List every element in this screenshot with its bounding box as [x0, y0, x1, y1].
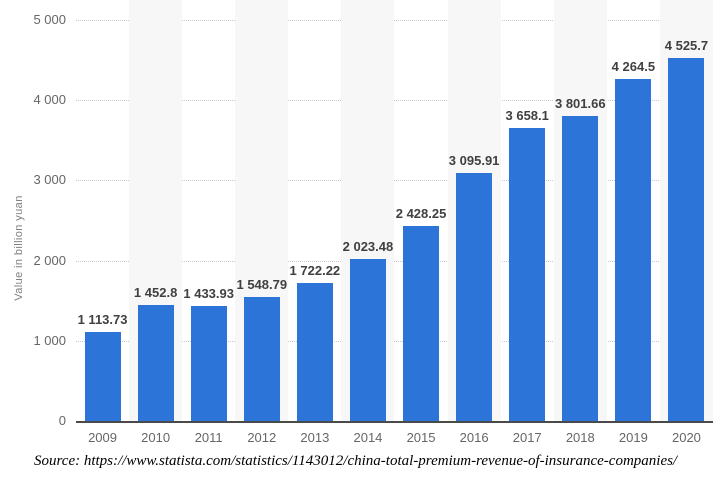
- category-column: 1 548.79: [235, 0, 289, 421]
- bar-value-label: 2 428.25: [395, 206, 447, 222]
- gridline: [76, 180, 713, 182]
- bar: [562, 116, 599, 421]
- bar-value-label: 4 264.5: [611, 59, 656, 74]
- category-column: 1 722.22: [288, 0, 341, 421]
- category-column: 1 452.8: [129, 0, 183, 421]
- x-tick-label: 2012: [247, 430, 277, 445]
- bar: [190, 306, 227, 421]
- bar: [84, 331, 121, 421]
- bar-value-label: 2 023.48: [342, 238, 394, 254]
- category-column: 1 433.93: [182, 0, 235, 421]
- source-text: Source: https://www.statista.com/statist…: [34, 453, 678, 469]
- y-tick-label: 0: [58, 413, 66, 428]
- category-column: 4 264.5: [607, 0, 660, 421]
- x-tick-label: 2013: [300, 430, 330, 445]
- category-column: 3 658.1: [501, 0, 554, 421]
- bar-value-label: 3 801.66: [554, 96, 606, 112]
- bar-value-label: 1 548.79: [236, 276, 288, 292]
- x-tick-label: 2016: [459, 430, 489, 445]
- y-tick-label: 5 000: [33, 12, 66, 27]
- y-axis-title: Value in billion yuan: [13, 195, 25, 301]
- x-tick-label: 2015: [406, 430, 436, 445]
- plot-area: 1 113.73 1 452.8 1 433.93 1 548.79 1 722.22 2…: [76, 0, 713, 423]
- bar: [403, 226, 440, 421]
- bar-value-label: 4 525.7: [664, 38, 709, 54]
- bar: [668, 58, 705, 421]
- bar-value-label: 1 722.22: [289, 262, 341, 278]
- bar: [456, 172, 493, 421]
- category-column: 2 428.25: [395, 0, 448, 421]
- y-tick-label: 4 000: [33, 92, 66, 108]
- x-tick-label: 2017: [512, 430, 542, 445]
- x-tick-label: 2020: [671, 430, 701, 445]
- bar: [243, 296, 280, 421]
- x-axis: 2009 2010 2011 2012 2013 2014 2015 2016 2017 2018…: [76, 430, 713, 446]
- y-tick-label: 2 000: [33, 252, 66, 268]
- x-tick-label: 2010: [141, 430, 171, 445]
- category-column: 4 525.7: [659, 0, 713, 421]
- x-tick-label: 2019: [618, 430, 648, 445]
- gridline: [76, 20, 713, 21]
- category-column: 3 095.91: [447, 0, 501, 421]
- bar: [137, 304, 174, 421]
- bar-value-label: 3 095.91: [448, 152, 500, 168]
- x-tick-label: 2009: [88, 430, 117, 445]
- bar-value-label: 1 433.93: [183, 286, 234, 301]
- x-tick-label: 2011: [194, 430, 223, 445]
- x-tick-label: 2014: [353, 430, 383, 445]
- bar: [509, 127, 546, 421]
- bar-value-label: 1 113.73: [77, 311, 128, 327]
- bar: [349, 258, 386, 421]
- gridline: [76, 340, 713, 342]
- category-column: 2 023.48: [341, 0, 395, 421]
- bar-value-label: 3 658.1: [505, 107, 549, 123]
- bar: [615, 79, 652, 421]
- x-tick-label: 2018: [565, 430, 595, 445]
- y-tick-label: 3 000: [33, 172, 66, 188]
- gridline: [76, 260, 713, 262]
- category-column: 1 113.73: [76, 0, 129, 421]
- gridline: [76, 100, 713, 102]
- category-column: 3 801.66: [553, 0, 607, 421]
- y-tick-label: 1 000: [33, 332, 66, 348]
- bar-value-label: 1 452.8: [133, 284, 178, 300]
- bar: [296, 282, 333, 421]
